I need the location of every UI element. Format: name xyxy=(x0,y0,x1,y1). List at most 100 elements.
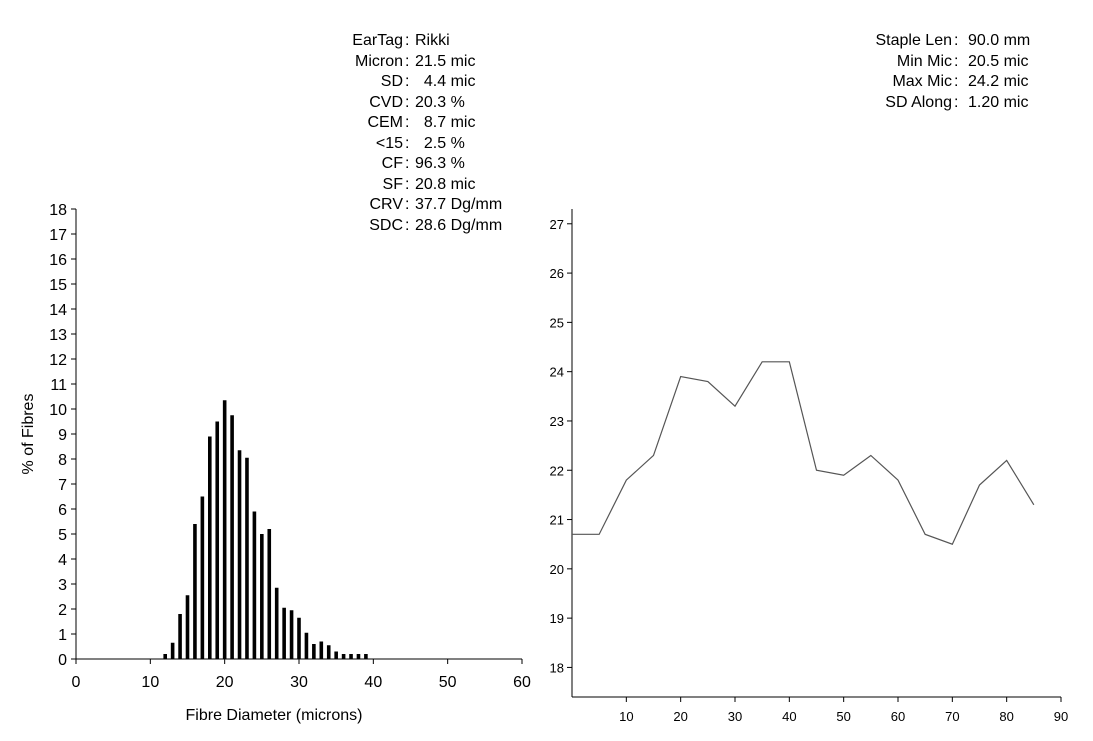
histogram-bar xyxy=(297,617,301,659)
histogram-bar xyxy=(349,654,353,659)
stat-row: SDC:28.6 Dg/mm xyxy=(300,216,521,237)
stat-separator: : xyxy=(405,175,410,193)
staple-stat-separator: : xyxy=(954,32,959,49)
profile-x-tick-label: 70 xyxy=(945,709,959,724)
histogram-bar xyxy=(341,654,346,659)
stat-value: 2.5 % xyxy=(415,134,465,152)
histogram-bar xyxy=(185,595,190,659)
histogram-bar xyxy=(260,534,264,659)
stat-value: 4.4 mic xyxy=(415,73,476,90)
histogram-bar xyxy=(289,610,294,659)
profile-y-tick-label: 18 xyxy=(550,660,564,675)
stat-row: <15: 2.5 % xyxy=(300,134,521,155)
stat-row: SD: 4.4 mic xyxy=(300,72,521,93)
staple-stat-row: SD Along:1.20 mic xyxy=(820,93,1078,114)
histogram-bar xyxy=(274,587,279,659)
sample-stats-panel: EarTag: Rikki Micron:21.5 mic SD: 4.4 mic CV… xyxy=(300,31,521,236)
histogram-bar xyxy=(163,654,167,659)
histogram-y-tick-label: 14 xyxy=(49,302,67,319)
histogram-bar xyxy=(356,654,361,659)
stat-separator: : xyxy=(405,134,410,152)
histogram-bar xyxy=(364,654,368,659)
histogram-y-tick-label: 15 xyxy=(49,277,67,294)
histogram-bar xyxy=(319,641,324,659)
stat-separator: : xyxy=(405,52,410,70)
profile-y-tick-label: 23 xyxy=(550,414,564,429)
stat-value: 37.7 Dg/mm xyxy=(415,196,503,213)
histogram-bar xyxy=(252,511,257,659)
histogram-x-tick-label: 10 xyxy=(141,674,159,691)
histogram-bar xyxy=(312,644,316,659)
stat-label: CVD xyxy=(369,93,403,111)
stat-label: <15 xyxy=(375,134,403,152)
histogram-bar xyxy=(334,651,338,659)
histogram-y-tick-label: 18 xyxy=(49,202,67,219)
stat-separator: : xyxy=(405,73,410,90)
profile-x-tick-label: 10 xyxy=(619,709,633,724)
histogram-y-tick-label: 8 xyxy=(58,452,67,469)
histogram-y-tick-label: 3 xyxy=(58,577,67,594)
stat-value: 20.3 % xyxy=(415,93,465,111)
staple-stat-value: 90.0 mm xyxy=(968,32,1031,49)
histogram-y-tick-label: 5 xyxy=(58,527,67,544)
profile-y-tick-label: 27 xyxy=(550,217,564,232)
profile-x-tick-label: 30 xyxy=(728,709,742,724)
stat-value: 28.6 Dg/mm xyxy=(415,216,503,234)
histogram-y-tick-label: 7 xyxy=(58,477,67,494)
stat-row: SF:20.8 mic xyxy=(300,175,521,196)
histogram-x-tick-label: 30 xyxy=(290,674,308,691)
stat-label: Micron xyxy=(354,52,403,70)
histogram-bar xyxy=(267,529,272,659)
profile-line xyxy=(572,361,1035,545)
histogram-y-tick-label: 11 xyxy=(50,377,67,394)
profile-x-tick-label: 20 xyxy=(673,709,687,724)
histogram-y-tick-label: 6 xyxy=(58,502,67,519)
histogram-y-axis-title: % of Fibres xyxy=(20,394,37,475)
staple-stats-panel: Staple Len:90.0 mm Min Mic:20.5 mic Max Mi… xyxy=(820,31,1078,113)
stat-label: EarTag xyxy=(352,32,403,49)
histogram-x-tick-label: 20 xyxy=(216,674,234,691)
staple-stat-separator: : xyxy=(954,93,959,111)
histogram-bar xyxy=(326,645,331,659)
stat-row: CVD:20.3 % xyxy=(300,93,521,114)
histogram-y-tick-label: 10 xyxy=(49,402,67,419)
stat-label: CRV xyxy=(369,196,404,213)
staple-stat-label: Staple Len xyxy=(875,32,952,49)
histogram-x-axis-title: Fibre Diameter (microns) xyxy=(186,707,363,724)
stat-row: CRV:37.7 Dg/mm xyxy=(300,195,521,216)
stat-value: 20.8 mic xyxy=(415,175,476,193)
histogram-y-tick-label: 4 xyxy=(58,552,67,569)
histogram-bar xyxy=(200,496,205,659)
histogram-x-tick-label: 50 xyxy=(439,674,457,691)
histogram-y-tick-label: 1 xyxy=(58,627,67,644)
profile-y-tick-label: 26 xyxy=(550,266,564,281)
histogram-y-tick-label: 17 xyxy=(49,227,67,244)
stat-value: 8.7 mic xyxy=(415,114,476,131)
stat-value: 96.3 % xyxy=(415,155,465,172)
histogram-x-tick-label: 0 xyxy=(72,674,81,691)
staple-stat-row: Staple Len:90.0 mm xyxy=(820,31,1078,52)
histogram-bar xyxy=(170,642,175,659)
profile-x-tick-label: 60 xyxy=(891,709,905,724)
histogram-bar xyxy=(193,524,197,659)
stat-separator: : xyxy=(405,155,410,172)
profile-x-tick-label: 80 xyxy=(999,709,1013,724)
profile-y-tick-label: 24 xyxy=(550,365,564,380)
stat-separator: : xyxy=(405,32,410,49)
staple-stat-row: Min Mic:20.5 mic xyxy=(820,52,1078,73)
profile-x-tick-label: 40 xyxy=(782,709,796,724)
staple-stat-value: 24.2 mic xyxy=(968,73,1029,90)
histogram-bar xyxy=(282,607,286,659)
histogram-y-tick-label: 2 xyxy=(58,602,67,619)
staple-stat-value: 1.20 mic xyxy=(968,93,1029,111)
stat-separator: : xyxy=(405,196,410,213)
stat-row: EarTag: Rikki xyxy=(300,31,521,52)
profile-y-tick-label: 19 xyxy=(550,611,564,626)
stat-separator: : xyxy=(405,114,410,131)
stat-value: 21.5 mic xyxy=(415,52,476,70)
staple-stat-label: SD Along xyxy=(885,93,952,111)
histogram-bar xyxy=(178,614,182,659)
histogram-bar xyxy=(245,457,249,659)
stat-label: SDC xyxy=(369,216,403,234)
